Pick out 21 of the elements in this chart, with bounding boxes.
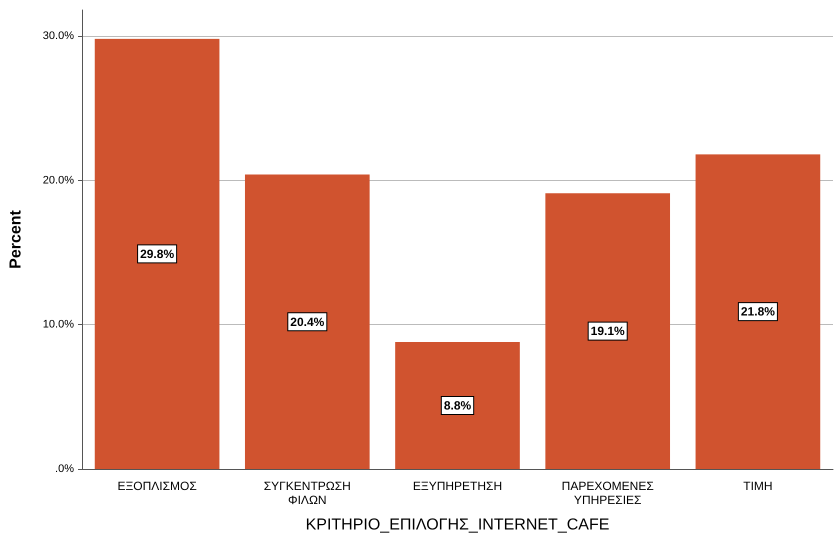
data-label: 8.8% <box>444 398 472 412</box>
bar <box>244 174 370 469</box>
bar <box>545 193 670 469</box>
y-tick-label: 10.0% <box>42 318 74 331</box>
bar <box>395 342 520 469</box>
y-axis-title: Percent <box>8 209 24 269</box>
data-label: 20.4% <box>290 314 325 329</box>
y-tick-label: .0% <box>55 463 74 475</box>
x-tick-label: ΕΞΥΠΗΡΕΤΗΣΗ <box>412 479 502 493</box>
x-tick-label: ΤΙΜΗ <box>743 479 773 493</box>
y-tick-label: 30.0% <box>42 30 74 42</box>
x-tick-label: ΠΑΡΕΧΟΜΕΝΕΣ ΥΠΗΡΕΣΙΕΣ <box>562 479 654 507</box>
data-label: 29.8% <box>140 246 174 261</box>
x-axis-title: ΚΡΙΤΗΡΙΟ_ΕΠΙΛΟΓΗΣ_INTERNET_CAFE <box>306 516 610 534</box>
x-tick-label: ΣΥΓΚΕΝΤΡΩΣΗ ΦΙΛΩΝ <box>264 479 351 507</box>
x-tick-label: ΕΞΟΠΛΙΣΜΟΣ <box>117 479 197 493</box>
y-tick-label: 20.0% <box>42 174 74 186</box>
bar <box>696 154 820 469</box>
bar <box>94 38 220 469</box>
data-label: 21.8% <box>740 304 776 319</box>
data-label: 19.1% <box>590 324 626 338</box>
